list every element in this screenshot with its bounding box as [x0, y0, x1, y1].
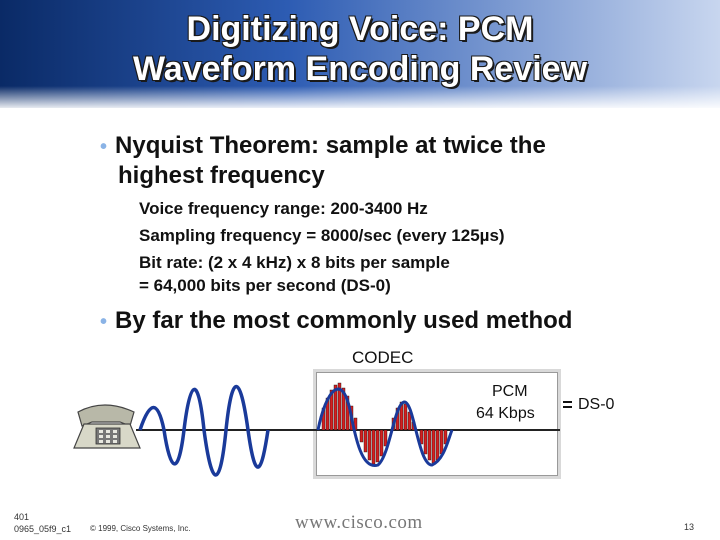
bullet-common-method: • By far the most commonly used method [100, 307, 573, 334]
slide-title-line1: Digitizing Voice: PCM [186, 10, 534, 48]
slide-title-line2: Waveform Encoding Review [132, 50, 588, 88]
equals-icon [563, 401, 572, 403]
pcm-samples [316, 382, 454, 467]
sub-voice-range: Voice frequency range: 200-3400 Hz [139, 199, 428, 218]
telephone-icon [73, 404, 141, 449]
bullet-nyquist-cont: highest frequency [118, 162, 325, 189]
bullet-nyquist: • Nyquist Theorem: sample at twice the [100, 132, 546, 159]
ds0-label: DS-0 [578, 396, 615, 413]
title-banner [0, 0, 720, 108]
bullet-dot-icon: • [100, 136, 108, 158]
page-number: 13 [684, 522, 695, 532]
copyright-text: © 1999, Cisco Systems, Inc. [90, 524, 191, 533]
pcm-label: PCM [492, 383, 528, 400]
bullet-dot-icon: • [100, 311, 108, 333]
sub-sampling-freq: Sampling frequency = 8000/sec (every 125… [139, 226, 505, 245]
codec-label: CODEC [352, 348, 414, 367]
analog-wave [138, 384, 270, 477]
kbps-label: 64 Kbps [476, 405, 535, 422]
website-text: www.cisco.com [295, 512, 423, 533]
footer-id-line1: 401 [14, 512, 30, 522]
footer-id-line2: 0965_05f9_c1 [14, 524, 72, 534]
sub-bit-rate-result: = 64,000 bits per second (DS-0) [139, 276, 391, 295]
sub-bit-rate: Bit rate: (2 x 4 kHz) x 8 bits per sampl… [139, 253, 450, 272]
